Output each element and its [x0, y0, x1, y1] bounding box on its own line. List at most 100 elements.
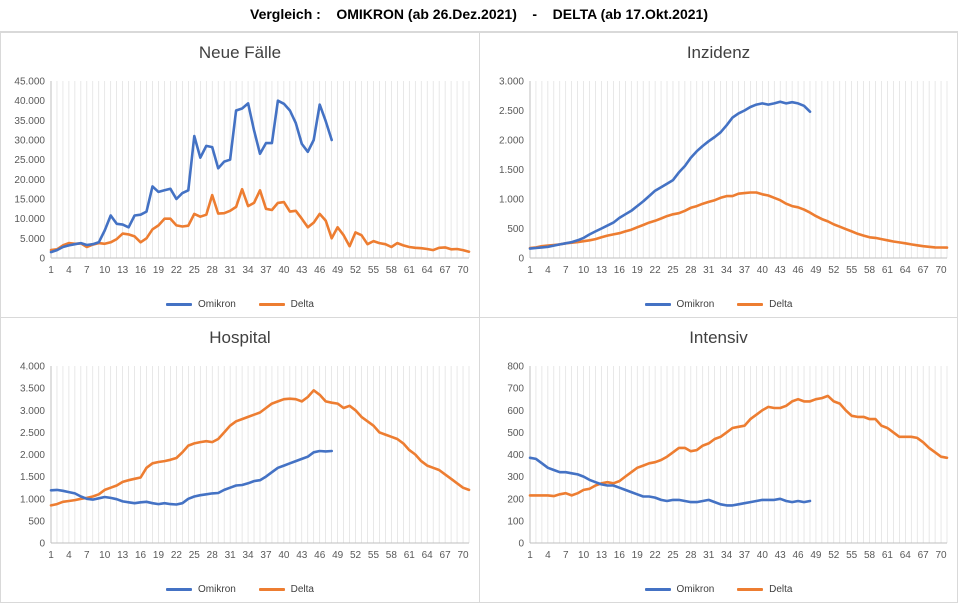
x-tick-label: 10 — [99, 550, 111, 561]
x-tick-label: 22 — [650, 550, 662, 561]
x-tick-label: 46 — [793, 265, 805, 276]
series-line-omikron — [528, 456, 812, 507]
y-tick-label: 2.500 — [20, 428, 45, 439]
y-tick-label: 40.000 — [14, 96, 45, 107]
y-tick-label: 1.500 — [20, 472, 45, 483]
x-tick-label: 7 — [563, 265, 569, 276]
x-tick-label: 46 — [314, 265, 326, 276]
x-tick-label: 55 — [368, 265, 380, 276]
legend-label: Omikron — [676, 299, 715, 310]
chart-title: Hospital — [209, 328, 271, 347]
x-tick-label: 7 — [563, 550, 569, 561]
x-tick-label: 58 — [386, 550, 398, 561]
x-tick-label: 52 — [350, 550, 362, 561]
legend-label: Delta — [290, 299, 314, 310]
legend-swatch-omikron — [166, 302, 193, 306]
x-tick-label: 52 — [350, 265, 362, 276]
y-tick-label: 15.000 — [14, 195, 45, 206]
x-tick-label: 55 — [846, 265, 858, 276]
chart-panel-inzidenz: Inzidenz 0 500 1.000 1.500 2.000 2.500 3.000 1 4… — [479, 32, 958, 318]
x-tick-label: 28 — [685, 265, 697, 276]
y-tick-label: 0 — [39, 539, 45, 550]
series-line-delta — [528, 191, 949, 250]
y-tick-label: 500 — [507, 224, 524, 235]
legend-item-delta: Delta — [737, 584, 792, 595]
y-tick-label: 100 — [507, 516, 524, 527]
y-tick-label: 1.500 — [499, 165, 524, 176]
legend-item-omikron: Omikron — [166, 299, 236, 310]
x-tick-label: 55 — [368, 550, 380, 561]
x-tick-label: 1 — [48, 550, 54, 561]
x-tick-label: 67 — [440, 265, 452, 276]
legend-item-delta: Delta — [258, 299, 314, 310]
y-tick-label: 2.000 — [20, 450, 45, 461]
x-tick-label: 13 — [596, 550, 608, 561]
x-tick-label: 7 — [84, 550, 90, 561]
x-tick-label: 10 — [99, 265, 111, 276]
x-tick-label: 43 — [775, 550, 787, 561]
chart-title: Neue Fälle — [198, 43, 282, 62]
chart-legend: Omikron Delta — [480, 584, 957, 595]
x-tick-label: 61 — [404, 550, 416, 561]
x-tick-label: 4 — [545, 265, 551, 276]
x-tick-label: 49 — [810, 550, 822, 561]
x-tick-label: 1 — [527, 265, 533, 276]
x-tick-label: 25 — [667, 550, 679, 561]
series-line-omikron — [49, 99, 334, 254]
legend-label: Delta — [290, 584, 314, 595]
x-tick-label: 46 — [793, 550, 805, 561]
x-tick-label: 13 — [117, 265, 129, 276]
x-tick-label: 43 — [296, 265, 308, 276]
y-tick-label: 500 — [507, 428, 524, 439]
y-tick-label: 3.000 — [499, 77, 524, 88]
x-tick-label: 25 — [189, 550, 201, 561]
x-tick-label: 34 — [242, 265, 254, 276]
y-tick-label: 400 — [507, 450, 524, 461]
x-tick-label: 67 — [918, 265, 930, 276]
x-tick-label: 22 — [171, 550, 183, 561]
chart-title: Intensiv — [689, 328, 748, 347]
x-tick-label: 4 — [66, 550, 72, 561]
x-tick-label: 10 — [578, 550, 590, 561]
y-tick-label: 20.000 — [14, 175, 45, 186]
legend-label: Omikron — [676, 584, 715, 595]
x-tick-label: 19 — [632, 550, 644, 561]
x-tick-label: 37 — [260, 265, 272, 276]
x-tick-label: 1 — [48, 265, 54, 276]
x-tick-label: 61 — [882, 265, 894, 276]
y-tick-label: 2.500 — [499, 106, 524, 117]
y-tick-label: 1.000 — [20, 494, 45, 505]
series-line-omikron — [49, 449, 334, 506]
x-tick-label: 40 — [278, 265, 290, 276]
y-tick-label: 10.000 — [14, 214, 45, 225]
legend-swatch-delta — [737, 302, 764, 306]
x-tick-label: 37 — [739, 550, 751, 561]
y-tick-label: 1.000 — [499, 195, 524, 206]
y-tick-label: 0 — [518, 254, 524, 265]
y-tick-label: 25.000 — [14, 155, 45, 166]
x-tick-label: 58 — [864, 550, 876, 561]
y-tick-label: 300 — [507, 472, 524, 483]
chart-plot: 0 5.000 10.000 15.000 20.000 25.000 30.000 35.0… — [14, 77, 471, 276]
x-tick-label: 55 — [846, 550, 858, 561]
y-tick-label: 600 — [507, 406, 524, 417]
chart-plot: 0 500 1.000 1.500 2.000 2.500 3.000 3.500 4.000 1… — [20, 362, 471, 561]
y-tick-label: 0 — [39, 254, 45, 265]
x-tick-label: 52 — [828, 550, 840, 561]
x-tick-label: 43 — [775, 265, 787, 276]
y-tick-label: 2.000 — [499, 136, 524, 147]
x-tick-label: 28 — [207, 550, 219, 561]
x-tick-label: 64 — [900, 550, 912, 561]
x-tick-label: 70 — [935, 265, 947, 276]
x-tick-label: 31 — [225, 265, 237, 276]
x-tick-label: 49 — [810, 265, 822, 276]
x-tick-label: 28 — [685, 550, 697, 561]
x-tick-label: 67 — [918, 550, 930, 561]
y-tick-label: 35.000 — [14, 116, 45, 127]
x-tick-label: 43 — [296, 550, 308, 561]
y-tick-label: 800 — [507, 362, 524, 373]
x-tick-label: 64 — [900, 265, 912, 276]
x-tick-label: 40 — [278, 550, 290, 561]
x-tick-label: 13 — [117, 550, 129, 561]
chart-plot: 0 500 1.000 1.500 2.000 2.500 3.000 1 4 7 10 13 16 19… — [499, 77, 949, 276]
